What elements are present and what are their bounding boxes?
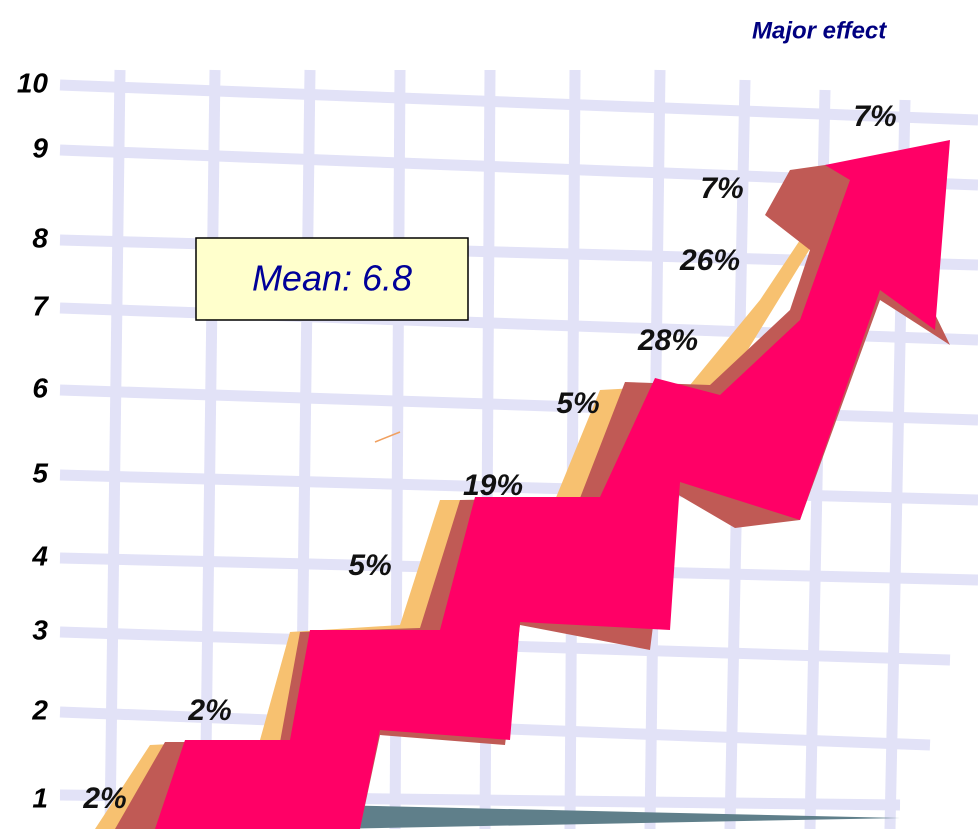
level-label: 2 xyxy=(31,694,48,725)
percent-label: 7% xyxy=(853,100,896,133)
percent-label: 2% xyxy=(82,782,126,815)
stair-arrow xyxy=(155,140,950,829)
chart-title: Major effect xyxy=(752,17,887,44)
level-label: 10 xyxy=(17,67,49,98)
level-label: 8 xyxy=(32,222,48,253)
percent-label: 26% xyxy=(679,244,740,277)
stray-stroke xyxy=(374,431,401,443)
percent-label: 19% xyxy=(463,469,523,502)
level-label: 5 xyxy=(32,457,48,488)
floor-shadow xyxy=(330,805,900,829)
mean-box xyxy=(195,237,469,321)
percent-label: 7% xyxy=(700,172,743,205)
percent-label: 5% xyxy=(556,387,599,420)
level-label: 6 xyxy=(32,372,48,403)
mean-label: Mean: 6.8 xyxy=(252,258,412,299)
level-label: 9 xyxy=(32,132,48,163)
percent-label: 2% xyxy=(187,694,231,727)
level-label: 3 xyxy=(32,614,48,645)
stair-edge xyxy=(95,170,870,829)
percent-label: 28% xyxy=(637,324,698,357)
level-label: 4 xyxy=(31,540,48,571)
percent-label: 5% xyxy=(348,549,391,582)
level-label: 1 xyxy=(32,782,48,813)
level-label: 7 xyxy=(32,290,49,321)
